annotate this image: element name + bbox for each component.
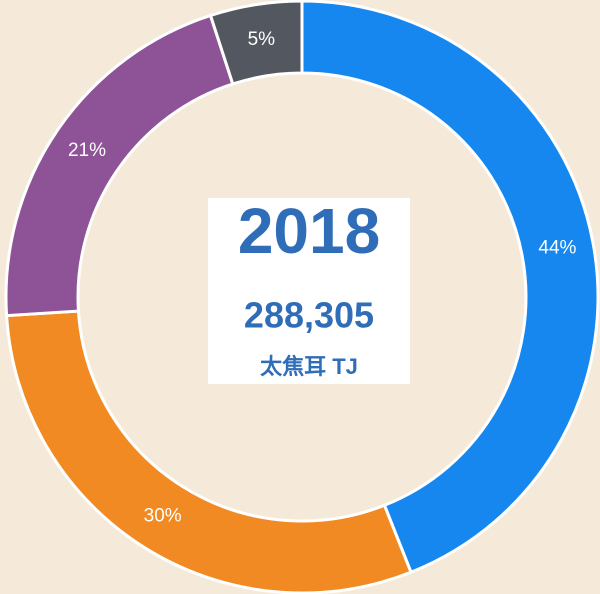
center-title: 2018 [238,195,380,267]
center-panel [208,198,410,384]
data-label: 44% [538,237,576,258]
donut-segment [4,309,413,594]
center-value: 288,305 [244,295,374,336]
donut-segment [300,0,600,575]
donut [4,0,600,594]
center-unit: 太焦耳 TJ [260,354,358,379]
data-label: 5% [248,29,276,50]
donut-segment [208,0,304,86]
data-label: 30% [144,506,182,527]
data-label: 21% [68,140,106,161]
